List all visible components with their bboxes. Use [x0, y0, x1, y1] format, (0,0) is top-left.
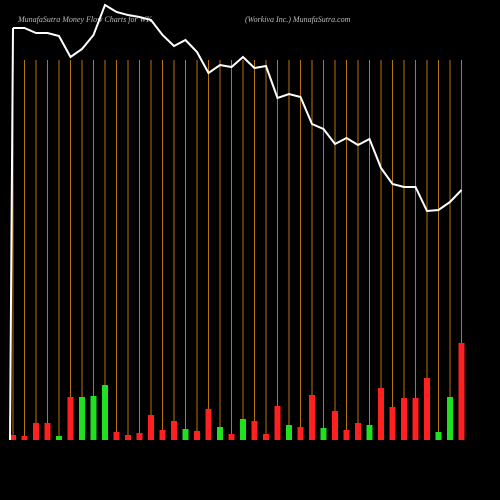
line-lead: [9, 27, 14, 441]
bar: [309, 395, 315, 440]
bar: [182, 429, 189, 440]
bar: [332, 411, 338, 440]
bar: [447, 397, 453, 440]
bar: [79, 397, 85, 440]
bar: [56, 436, 62, 440]
price-line: [13, 3, 463, 213]
bar: [90, 396, 97, 440]
bar: [205, 409, 212, 440]
bar: [401, 398, 407, 440]
bar: [297, 427, 304, 440]
bar: [125, 435, 131, 440]
bar: [412, 398, 419, 440]
bar: [251, 421, 258, 440]
bar: [136, 433, 143, 440]
bar: [44, 423, 51, 440]
bar: [458, 343, 465, 440]
bar: [194, 431, 200, 440]
bar: [171, 421, 177, 440]
bar: [286, 425, 292, 440]
bar: [67, 397, 74, 440]
bar: [389, 407, 396, 440]
bar: [102, 385, 108, 440]
bar: [240, 419, 246, 440]
bar: [159, 430, 166, 440]
bar: [343, 430, 350, 440]
bar: [148, 415, 154, 440]
bar: [263, 434, 269, 440]
bar: [228, 434, 235, 440]
bar: [113, 432, 120, 440]
bar: [355, 423, 361, 440]
bar: [217, 427, 223, 440]
bar: [378, 388, 384, 440]
bar: [320, 428, 327, 440]
chart-title: MunafaSutra Money Flow Charts for WK: [17, 15, 152, 24]
bar: [10, 435, 16, 440]
bar: [274, 406, 281, 440]
chart-subtitle: (Workiva Inc.) MunafaSutra.com: [245, 15, 351, 24]
bar: [424, 378, 430, 440]
bar: [21, 436, 28, 440]
bar: [366, 425, 373, 440]
bar: [33, 423, 39, 440]
bar: [435, 432, 442, 440]
